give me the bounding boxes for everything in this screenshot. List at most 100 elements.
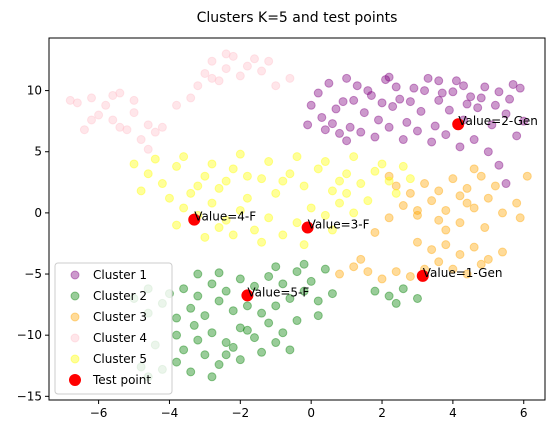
x-tick-label: −4 bbox=[161, 406, 179, 420]
cluster-point bbox=[508, 79, 518, 89]
cluster-point bbox=[228, 51, 238, 61]
cluster-point bbox=[469, 203, 479, 213]
cluster-point bbox=[409, 83, 419, 93]
cluster-point bbox=[264, 157, 274, 167]
cluster-point bbox=[519, 116, 529, 126]
cluster-point bbox=[221, 350, 231, 360]
y-tick-label: −15 bbox=[17, 389, 42, 403]
cluster-point bbox=[193, 81, 203, 91]
cluster-point bbox=[320, 125, 330, 135]
cluster-point bbox=[235, 355, 245, 365]
test-point bbox=[452, 118, 465, 131]
cluster-point bbox=[412, 237, 422, 247]
cluster-point bbox=[221, 176, 231, 186]
cluster-point bbox=[228, 230, 238, 240]
y-tick-label: 10 bbox=[27, 84, 42, 98]
cluster-point bbox=[466, 92, 476, 102]
cluster-point bbox=[384, 176, 394, 186]
cluster-point bbox=[398, 135, 408, 145]
y-tick-label: −10 bbox=[17, 328, 42, 342]
cluster-point bbox=[356, 254, 366, 264]
cluster-point bbox=[483, 147, 493, 157]
legend-marker bbox=[70, 270, 80, 280]
cluster-point bbox=[469, 164, 479, 174]
cluster-point bbox=[412, 126, 422, 136]
cluster-point bbox=[448, 87, 458, 97]
cluster-point bbox=[356, 127, 366, 137]
legend-marker bbox=[70, 354, 80, 364]
cluster-point bbox=[228, 306, 238, 316]
cluster-point bbox=[313, 311, 323, 321]
cluster-point bbox=[483, 193, 493, 203]
cluster-point bbox=[427, 245, 437, 255]
cluster-point bbox=[497, 208, 507, 218]
cluster-point bbox=[299, 181, 309, 191]
cluster-point bbox=[320, 157, 330, 167]
cluster-point bbox=[388, 101, 398, 111]
cluster-point bbox=[271, 81, 281, 91]
cluster-point bbox=[366, 90, 376, 100]
y-tick-label: 0 bbox=[34, 206, 42, 220]
cluster-point bbox=[359, 108, 369, 118]
cluster-point bbox=[515, 83, 525, 93]
cluster-point bbox=[405, 97, 415, 107]
legend-marker bbox=[69, 374, 81, 386]
cluster-point bbox=[398, 161, 408, 171]
cluster-point bbox=[441, 205, 451, 215]
cluster-point bbox=[235, 149, 245, 159]
cluster-point bbox=[370, 227, 380, 237]
cluster-point bbox=[384, 171, 394, 181]
cluster-point bbox=[299, 259, 309, 269]
cluster-point bbox=[405, 188, 415, 198]
cluster-point bbox=[207, 73, 217, 83]
cluster-point bbox=[271, 262, 281, 272]
cluster-point bbox=[434, 76, 444, 86]
cluster-point bbox=[490, 181, 500, 191]
cluster-point bbox=[384, 72, 394, 82]
cluster-point bbox=[437, 88, 447, 98]
point-annotation: Value=1-Gen bbox=[423, 266, 503, 280]
cluster-point bbox=[455, 218, 465, 228]
cluster-point bbox=[455, 142, 465, 152]
cluster-point bbox=[476, 93, 486, 103]
cluster-point bbox=[65, 95, 75, 105]
cluster-point bbox=[235, 323, 245, 333]
cluster-point bbox=[172, 313, 182, 323]
cluster-point bbox=[242, 193, 252, 203]
cluster-point bbox=[257, 174, 267, 184]
cluster-point bbox=[327, 225, 337, 235]
cluster-point bbox=[522, 171, 532, 181]
cluster-point bbox=[200, 311, 210, 321]
legend-marker bbox=[70, 312, 80, 322]
cluster-point bbox=[150, 154, 160, 164]
test-point bbox=[188, 213, 201, 226]
cluster-point bbox=[405, 271, 415, 281]
y-axis: −15 −10 −5 0 5 10 bbox=[17, 84, 49, 403]
cluster-point bbox=[221, 338, 231, 348]
cluster-point bbox=[207, 198, 217, 208]
cluster-point bbox=[129, 108, 139, 118]
cluster-point bbox=[313, 296, 323, 306]
cluster-point bbox=[345, 122, 355, 132]
cluster-point bbox=[207, 56, 217, 66]
cluster-point bbox=[150, 127, 160, 137]
cluster-point bbox=[228, 342, 238, 352]
y-tick-label: 5 bbox=[34, 145, 42, 159]
cluster-point bbox=[172, 220, 182, 230]
legend: Cluster 1 Cluster 2 Cluster 3 Cluster 4 Clus… bbox=[54, 262, 173, 395]
cluster-point bbox=[391, 82, 401, 92]
cluster-point bbox=[303, 120, 313, 130]
cluster-point bbox=[505, 94, 515, 104]
cluster-point bbox=[228, 164, 238, 174]
cluster-point bbox=[299, 286, 309, 296]
cluster-point bbox=[381, 75, 391, 85]
cluster-point bbox=[420, 179, 430, 189]
cluster-point bbox=[480, 82, 490, 92]
cluster-point bbox=[512, 198, 522, 208]
cluster-point bbox=[200, 350, 210, 360]
cluster-point bbox=[235, 71, 245, 81]
cluster-point bbox=[207, 328, 217, 338]
cluster-point bbox=[108, 115, 118, 125]
cluster-point bbox=[459, 81, 469, 91]
